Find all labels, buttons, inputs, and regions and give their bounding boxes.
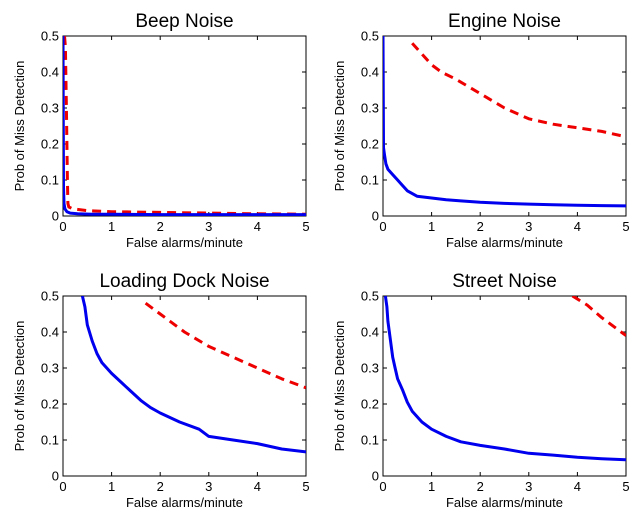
y-tick-label: 0.5 xyxy=(41,29,59,44)
y-tick-label: 0.2 xyxy=(361,137,379,152)
y-tick-label: 0 xyxy=(52,469,59,484)
x-tick-label: 1 xyxy=(428,219,435,234)
y-tick-label: 0.3 xyxy=(41,101,59,116)
y-tick-label: 0 xyxy=(372,469,379,484)
x-tick-label: 3 xyxy=(525,219,532,234)
y-tick-label: 0.5 xyxy=(361,289,379,304)
x-tick-label: 5 xyxy=(622,479,629,494)
x-axis-label: False alarms/minute xyxy=(446,235,563,250)
x-tick-label: 5 xyxy=(302,479,309,494)
y-tick-label: 0 xyxy=(52,209,59,224)
series-line-blue-solid xyxy=(383,296,626,462)
series-line-blue-solid xyxy=(63,36,306,216)
y-tick-label: 0.4 xyxy=(41,65,59,80)
x-tick-label: 1 xyxy=(108,479,115,494)
x-tick-label: 0 xyxy=(59,479,66,494)
chart-panel-4: Street Noise 0 1 2 3 4 5 0 0.1 0.2 0.3 0.4 0.5 False … xyxy=(332,271,630,510)
x-tick-label: 5 xyxy=(302,219,309,234)
x-tick-label: 2 xyxy=(157,479,164,494)
y-tick-label: 0.1 xyxy=(361,173,379,188)
chart-panel-3: Loading Dock Noise 0 1 2 3 4 5 0 0.1 0.2 0.3 0.4 0.5… xyxy=(12,271,310,510)
series-line-blue-solid xyxy=(383,36,626,208)
x-axis-label: False alarms/minute xyxy=(126,495,243,510)
y-axis-label: Prob of Miss Detection xyxy=(12,61,27,192)
x-tick-label: 1 xyxy=(428,479,435,494)
x-tick-label: 2 xyxy=(157,219,164,234)
chart-title: Loading Dock Noise xyxy=(99,271,269,292)
x-tick-label: 0 xyxy=(59,219,66,234)
x-tick-label: 3 xyxy=(205,219,212,234)
y-tick-label: 0.4 xyxy=(41,325,59,340)
chart-title: Beep Noise xyxy=(135,11,233,32)
x-tick-label: 2 xyxy=(477,479,484,494)
plot-area xyxy=(382,295,627,477)
x-axis-label: False alarms/minute xyxy=(126,235,243,250)
y-tick-label: 0.4 xyxy=(361,325,379,340)
x-tick-label: 4 xyxy=(574,479,581,494)
series-line-red-dashed xyxy=(144,301,306,390)
y-tick-label: 0.2 xyxy=(41,137,59,152)
chart-title: Street Noise xyxy=(452,271,557,292)
x-tick-label: 1 xyxy=(108,219,115,234)
y-tick-label: 0.4 xyxy=(361,65,379,80)
chart-title: Engine Noise xyxy=(448,11,561,32)
x-tick-label: 3 xyxy=(205,479,212,494)
x-tick-label: 5 xyxy=(622,219,629,234)
x-tick-label: 3 xyxy=(525,479,532,494)
y-tick-label: 0.2 xyxy=(361,397,379,412)
x-tick-label: 0 xyxy=(379,479,386,494)
x-tick-label: 4 xyxy=(254,219,261,234)
y-tick-label: 0.2 xyxy=(41,397,59,412)
y-axis-label: Prob of Miss Detection xyxy=(12,321,27,452)
x-axis-label: False alarms/minute xyxy=(446,495,563,510)
plot-area xyxy=(382,35,627,217)
x-tick-label: 2 xyxy=(477,219,484,234)
plot-area xyxy=(62,295,307,477)
x-tick-label: 4 xyxy=(574,219,581,234)
y-tick-label: 0.3 xyxy=(41,361,59,376)
x-tick-label: 0 xyxy=(379,219,386,234)
y-tick-label: 0.1 xyxy=(41,173,59,188)
chart-panel-2: Engine Noise 0 1 2 3 4 5 0 0.1 0.2 0.3 0.4 0.5 False … xyxy=(332,11,630,250)
y-tick-label: 0.1 xyxy=(41,433,59,448)
chart-panel-1: Beep Noise 0 1 2 3 4 5 0 0.1 0.2 0.3 0.4 0.5 False al… xyxy=(12,11,310,250)
series-line-blue-solid xyxy=(80,296,306,454)
y-tick-label: 0 xyxy=(372,209,379,224)
series-line-red-dashed xyxy=(571,296,626,337)
y-tick-label: 0.5 xyxy=(361,29,379,44)
y-tick-label: 0.3 xyxy=(361,361,379,376)
y-axis-label: Prob of Miss Detection xyxy=(332,61,347,192)
y-tick-label: 0.1 xyxy=(361,433,379,448)
y-tick-label: 0.5 xyxy=(41,289,59,304)
y-axis-label: Prob of Miss Detection xyxy=(332,321,347,452)
x-tick-label: 4 xyxy=(254,479,261,494)
plot-area xyxy=(62,35,307,217)
y-tick-label: 0.3 xyxy=(361,101,379,116)
